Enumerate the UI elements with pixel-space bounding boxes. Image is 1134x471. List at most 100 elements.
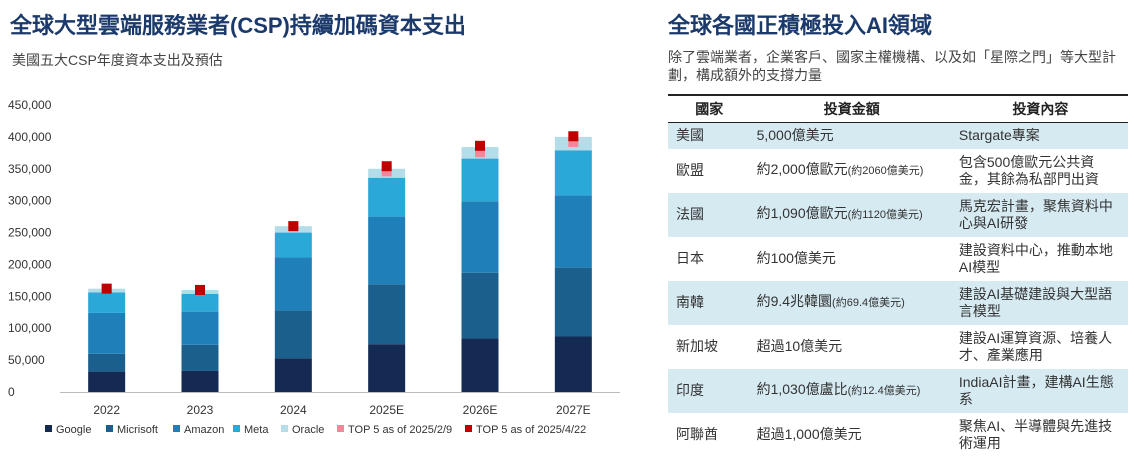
- bar-segment-google: [88, 371, 126, 392]
- country-cell: 歐盟: [676, 162, 704, 178]
- country-cell: 南韓: [668, 280, 751, 325]
- marker-top-5-as-of-2025-2-9: [475, 147, 485, 158]
- marker-top-5-as-of-2025-4-22: [101, 283, 112, 294]
- bar-segment-micrisoft: [181, 344, 219, 371]
- capex-title: 全球大型雲端服務業者(CSP)持續加碼資本支出: [10, 13, 466, 38]
- table-row: 阿聯酋 超過1,000億美元 聚焦AI、半導體與先進技術運用: [668, 413, 1128, 457]
- header-country: 國家: [668, 94, 751, 123]
- amount-cell: 約1,090億歐元(約1120億美元): [750, 192, 953, 237]
- bar-segment-amazon: [368, 216, 406, 285]
- bar-segment-google: [554, 336, 592, 392]
- header-amount: 投資金額: [750, 94, 953, 123]
- bar-segment-micrisoft: [554, 267, 592, 337]
- bar-segment-meta: [554, 150, 592, 196]
- amount-note: (約69.4億美元): [832, 297, 905, 309]
- country-cell: 法國: [668, 192, 751, 237]
- ai-investment-title: 全球各國正積極投入AI領域: [668, 13, 933, 38]
- legend-label: TOP 5 as of 2025/2/9: [348, 424, 452, 436]
- table-row: 歐盟 約2,000億歐元(約2060億美元) 包含500億歐元公共資金，其餘為私部門…: [668, 149, 1128, 193]
- bar-segment-meta: [461, 158, 499, 202]
- amount-note: (約1120億美元): [847, 209, 923, 221]
- legend-swatch: [281, 425, 288, 432]
- investment-table: 國家 投資金額 投資內容 美國 5,000億美元 Stargate專案歐盟 約2,00…: [668, 94, 1128, 457]
- amount-value: 約100億美元: [756, 250, 836, 266]
- amount-value: 超過10億美元: [756, 338, 843, 354]
- bar-segment-micrisoft: [88, 353, 126, 372]
- legend-swatch: [465, 425, 472, 432]
- bar-segment-amazon: [554, 195, 592, 268]
- table-row: 美國 5,000億美元 Stargate專案: [668, 122, 1128, 149]
- amount-value: 5,000億美元: [756, 127, 834, 144]
- x-tick-label: 2022: [93, 403, 120, 417]
- country-cell: 美國: [668, 122, 751, 149]
- header-content: 投資內容: [952, 94, 1128, 123]
- legend-swatch: [106, 425, 113, 432]
- amount-value: 約1,090億歐元: [756, 205, 848, 221]
- legend-swatch: [233, 425, 240, 432]
- marker-top-5-as-of-2025-4-22: [195, 284, 205, 295]
- x-tick-label: 2026E: [463, 403, 498, 417]
- y-tick-label: 450,000: [8, 98, 52, 112]
- y-tick-label: 200,000: [8, 257, 52, 271]
- x-tick-label: 2023: [187, 403, 214, 417]
- table-row: 南韓 約9.4兆韓圜(約69.4億美元) 建設AI基礎建設與大型語言模型: [668, 280, 1128, 325]
- content-cell: 建設AI基礎建設與大型語言模型: [952, 280, 1128, 325]
- country-cell: 印度: [668, 368, 751, 413]
- amount-cell: 約1,030億盧比(約12.4億美元): [750, 368, 953, 413]
- country-cell: 新加坡: [676, 338, 718, 354]
- legend-swatch: [45, 425, 52, 432]
- x-tick-label: 2024: [280, 403, 307, 417]
- marker-top-5-as-of-2025-4-22: [475, 140, 485, 151]
- content-cell: Stargate專案: [952, 122, 1128, 149]
- content-cell: 聚焦AI、半導體與先進技術運用: [958, 417, 1113, 451]
- table-row: 法國 約1,090億歐元(約1120億美元) 馬克宏計畫，聚焦資料中心與AI研發: [668, 192, 1128, 237]
- table-row: 日本 約100億美元 建設資料中心，推動本地AI模型: [668, 237, 1128, 281]
- marker-top-5-as-of-2025-4-22: [288, 221, 299, 232]
- capex-panel: 全球大型雲端服務業者(CSP)持續加碼資本支出 美國五大CSP年度資本支出及預估…: [8, 13, 620, 436]
- bar-segment-google: [368, 344, 406, 392]
- legend-label: Google: [56, 424, 91, 436]
- amount-cell: 約2,000億歐元(約2060億美元): [751, 149, 953, 193]
- amount-value: 超過1,000億美元: [756, 426, 862, 442]
- bar-segment-amazon: [274, 257, 312, 311]
- ai-investment-description: 除了雲端業者，企業客戶、國家主權機構、以及如「星際之門」等大型計劃，構成額外的支…: [668, 49, 1116, 83]
- amount-value: 約9.4兆韓圜: [756, 293, 833, 309]
- legend-swatch: [173, 425, 180, 432]
- content-cell: 包含500億歐元公共資金，其餘為私部門出資: [958, 153, 1099, 187]
- amount-cell: 約100億美元: [751, 237, 953, 281]
- bar-segment-micrisoft: [368, 284, 406, 345]
- amount-cell: 約9.4兆韓圜(約69.4億美元): [750, 280, 953, 325]
- table-row: 印度 約1,030億盧比(約12.4億美元) IndiaAI計畫，建構AI生態系: [668, 368, 1128, 413]
- country-cell: 阿聯酋: [676, 426, 718, 442]
- table-header-row: 國家 投資金額 投資內容: [668, 94, 1128, 123]
- y-tick-label: 250,000: [8, 226, 52, 240]
- bar-segment-google: [274, 358, 312, 392]
- ai-investment-panel: 全球各國正積極投入AI領域 除了雲端業者，企業客戶、國家主權機構、以及如「星際之…: [668, 0, 1128, 471]
- bar-segment-meta: [88, 292, 126, 313]
- y-tick-label: 300,000: [8, 194, 52, 208]
- amount-value: 約1,030億盧比: [756, 381, 848, 397]
- content-cell: 建設AI運算資源、培養人才、產業應用: [958, 329, 1113, 363]
- marker-top-5-as-of-2025-4-22: [568, 131, 579, 142]
- capex-subtitle: 美國五大CSP年度資本支出及預估: [12, 52, 223, 68]
- bar-segment-meta: [368, 177, 406, 217]
- content-cell: 馬克宏計畫，聚焦資料中心與AI研發: [952, 192, 1128, 237]
- content-cell: IndiaAI計畫，建構AI生態系: [952, 368, 1128, 413]
- y-tick-label: 150,000: [8, 289, 52, 303]
- y-tick-label: 50,000: [8, 353, 45, 367]
- amount-cell: 超過1,000億美元: [751, 413, 953, 457]
- bar-segment-google: [181, 370, 219, 392]
- y-tick-label: 0: [8, 385, 15, 399]
- content-cell: 建設資料中心，推動本地AI模型: [958, 241, 1113, 275]
- bar-segment-amazon: [88, 312, 126, 354]
- marker-top-5-as-of-2025-2-9: [568, 136, 579, 147]
- legend-label: TOP 5 as of 2025/4/22: [476, 424, 586, 436]
- bar-segment-meta: [274, 232, 312, 258]
- legend-swatch: [337, 425, 344, 432]
- legend-label: Amazon: [184, 424, 224, 436]
- amount-note: (約2060億美元): [847, 165, 924, 177]
- bar-segment-meta: [181, 293, 219, 312]
- y-tick-label: 350,000: [8, 162, 52, 176]
- table-row: 新加坡 超過10億美元 建設AI運算資源、培養人才、產業應用: [668, 325, 1128, 369]
- bar-segment-micrisoft: [274, 310, 312, 359]
